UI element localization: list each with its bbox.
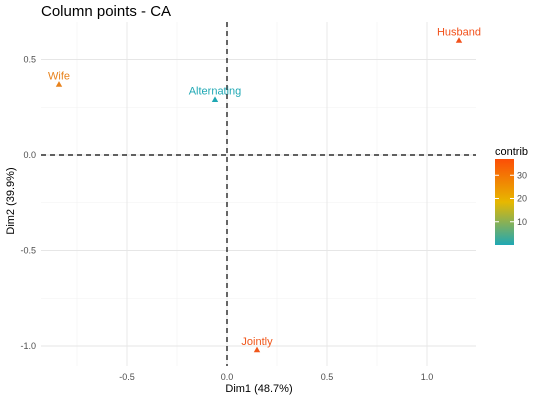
x-axis-ticks: -0.5 0.0 0.5 1.0 — [119, 372, 433, 382]
y-tick-label: -1.0 — [20, 341, 36, 351]
x-tick-label: 1.0 — [421, 372, 434, 382]
contrib-legend: contrib 10 20 30 — [495, 146, 528, 245]
x-tick-label: 0.5 — [321, 372, 334, 382]
reference-lines — [41, 22, 476, 366]
legend-tick-label: 30 — [517, 170, 527, 180]
legend-tick-label: 10 — [517, 217, 527, 227]
legend-colorbar — [495, 159, 514, 245]
point-label-jointly: Jointly — [241, 336, 273, 348]
legend-tick-label: 20 — [517, 194, 527, 204]
point-marker-wife — [55, 81, 63, 87]
point-marker-husband — [455, 37, 463, 43]
x-axis-title: Dim1 (48.7%) — [225, 383, 292, 395]
point-label-husband: Husband — [437, 26, 481, 38]
legend-ticks: 10 20 30 — [495, 170, 527, 227]
y-axis-title: Dim2 (39.9%) — [5, 167, 17, 234]
point-label-wife: Wife — [48, 70, 70, 82]
x-tick-label: -0.5 — [119, 372, 135, 382]
legend-title: contrib — [495, 146, 528, 158]
y-tick-label: 0.5 — [23, 55, 36, 65]
data-points: Wife Alternating Husband Jointly — [48, 26, 481, 353]
chart-title: Column points - CA — [41, 3, 171, 20]
point-marker-alternating — [211, 96, 219, 103]
point-marker-jointly — [253, 346, 261, 353]
point-label-alternating: Alternating — [189, 86, 242, 98]
y-axis-ticks: 0.5 0.0 -0.5 -1.0 — [20, 55, 36, 352]
major-gridlines — [41, 22, 476, 366]
x-tick-label: 0.0 — [221, 372, 234, 382]
y-tick-label: -0.5 — [20, 246, 36, 256]
y-tick-label: 0.0 — [23, 150, 36, 160]
minor-gridlines — [41, 22, 476, 366]
